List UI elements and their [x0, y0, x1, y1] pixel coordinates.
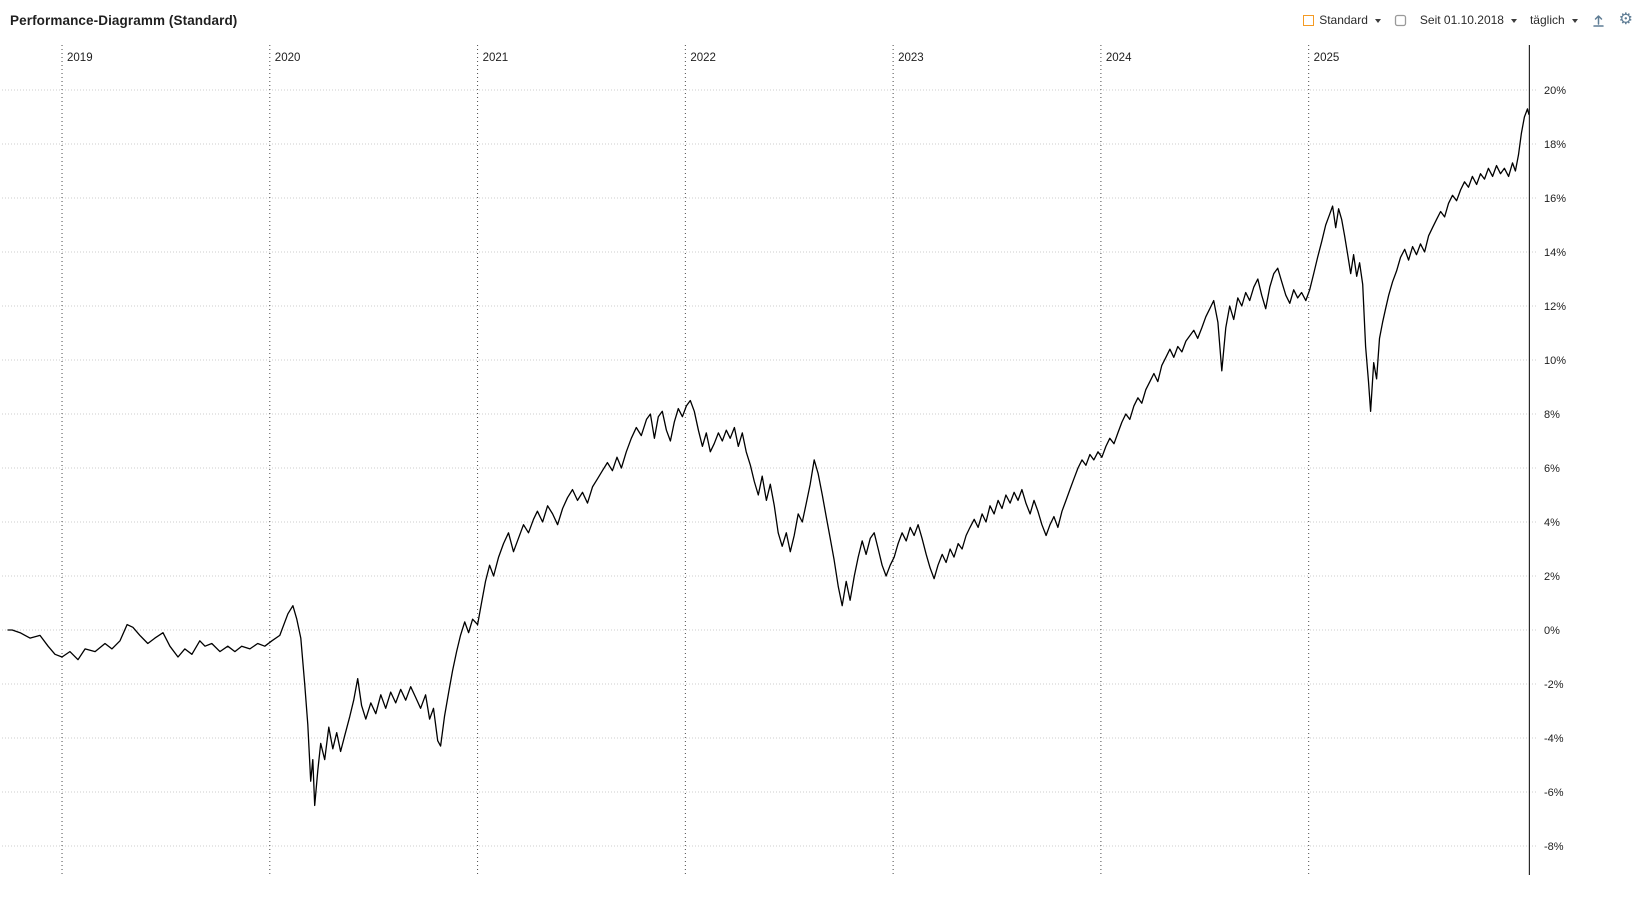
chevron-down-icon [1374, 18, 1381, 23]
data-series-selector[interactable]: Standard [1303, 13, 1381, 27]
period-selector-label: Seit 01.10.2018 [1419, 13, 1504, 27]
duplicate-view-icon[interactable] [1394, 14, 1407, 27]
svg-text:2021: 2021 [483, 52, 509, 64]
svg-text:12%: 12% [1544, 301, 1566, 313]
svg-text:2020: 2020 [275, 52, 301, 64]
svg-text:2023: 2023 [898, 52, 924, 64]
performance-chart[interactable]: 20% 18% 16% 14% 12% 10% 8% 6% 4% 2% 0% -2% -4% -6% -8%… [0, 40, 1643, 917]
svg-text:8%: 8% [1544, 409, 1560, 421]
series-selector-label: Standard [1319, 13, 1368, 27]
svg-text:10%: 10% [1544, 355, 1566, 367]
chevron-down-icon [1510, 18, 1517, 23]
svg-text:18%: 18% [1544, 139, 1566, 151]
svg-text:-8%: -8% [1544, 841, 1564, 853]
svg-text:-4%: -4% [1544, 733, 1564, 745]
svg-text:20%: 20% [1544, 85, 1566, 97]
svg-text:2024: 2024 [1106, 52, 1132, 64]
chevron-down-icon [1571, 18, 1578, 23]
interval-selector[interactable]: täglich [1530, 13, 1578, 27]
svg-text:2%: 2% [1544, 571, 1560, 583]
page-title: Performance-Diagramm (Standard) [10, 12, 238, 28]
series-color-swatch [1303, 14, 1315, 26]
svg-text:14%: 14% [1544, 247, 1566, 259]
svg-text:-6%: -6% [1544, 787, 1564, 799]
svg-text:16%: 16% [1544, 193, 1566, 205]
svg-text:-2%: -2% [1544, 679, 1564, 691]
settings-gear-icon[interactable]: ⚙ [1618, 11, 1633, 28]
svg-text:2025: 2025 [1314, 52, 1340, 64]
svg-text:2019: 2019 [67, 52, 93, 64]
svg-text:6%: 6% [1544, 463, 1560, 475]
svg-text:0%: 0% [1544, 625, 1560, 637]
interval-selector-label: täglich [1529, 13, 1565, 27]
period-selector[interactable]: Seit 01.10.2018 [1420, 13, 1517, 27]
chart-header: Performance-Diagramm (Standard) Standard… [0, 0, 1643, 40]
chart-toolbar: Standard Seit 01.10.2018 täglich [1303, 12, 1633, 28]
svg-text:4%: 4% [1544, 517, 1560, 529]
svg-text:2022: 2022 [690, 52, 716, 64]
export-icon[interactable] [1591, 13, 1606, 28]
